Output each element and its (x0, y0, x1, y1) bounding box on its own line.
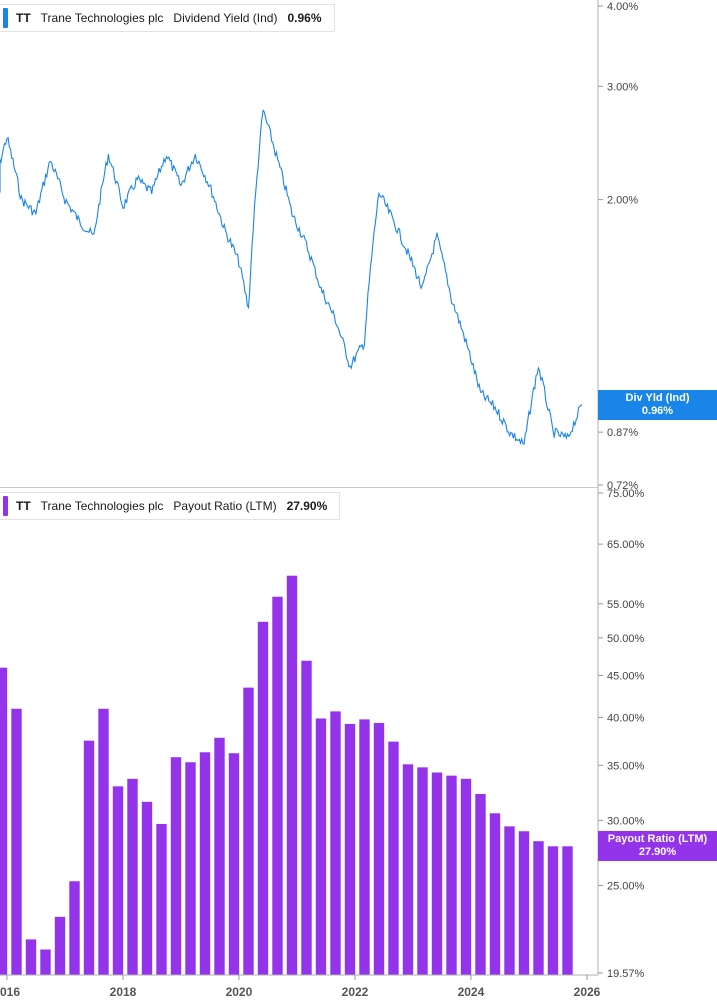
payout-bar (330, 711, 341, 975)
legend-ticker: TT (16, 499, 31, 513)
y-tick-label: 19.57% (607, 968, 645, 980)
payout-bar (0, 667, 8, 975)
payout-bar (315, 718, 327, 975)
dividend-yield-legend: TT Trane Technologies plc Dividend Yield… (0, 4, 335, 32)
payout-bar (127, 778, 138, 975)
y-tick-label: 2.00% (607, 195, 638, 207)
x-tick-label: 2026 (574, 985, 601, 999)
y-tick-label: 30.00% (607, 815, 645, 827)
payout-bar (533, 841, 544, 975)
tag-label: Div Yld (Ind) (625, 391, 690, 404)
y-tick-label: 0.72% (607, 480, 638, 492)
y-tick-label: 55.00% (607, 599, 645, 611)
payout-bar (112, 786, 124, 975)
y-tick-label: 50.00% (607, 633, 645, 645)
payout-ratio-legend: TT Trane Technologies plc Payout Ratio (… (0, 492, 341, 520)
payout-bar (272, 596, 283, 975)
payout-bar (11, 708, 22, 975)
y-tick-label: 35.00% (607, 760, 645, 772)
x-tick-label: 2018 (110, 985, 137, 999)
payout-bar (518, 831, 530, 975)
payout-bar (54, 916, 66, 975)
payout-ratio-bars (0, 575, 573, 975)
y-tick-label: 0.87% (607, 427, 638, 439)
payout-bar (402, 764, 414, 975)
legend-company: Trane Technologies plc (40, 11, 164, 25)
series-swatch (3, 496, 8, 516)
legend-metric: Payout Ratio (LTM) (173, 499, 277, 513)
payout-bar (359, 719, 370, 975)
axes (0, 0, 599, 976)
dividend-yield-value-tag: Div Yld (Ind) 0.96% (598, 389, 717, 420)
legend-metric: Dividend Yield (Ind) (173, 11, 278, 25)
payout-ratio-value-tag: Payout Ratio (LTM) 27.90% (598, 831, 717, 862)
payout-bar (170, 757, 182, 975)
dividend-yield-line (0, 109, 583, 446)
legend-value: 0.96% (287, 11, 322, 25)
y-tick-label: 40.00% (607, 713, 645, 725)
series-swatch (3, 8, 8, 28)
payout-bar (286, 575, 298, 975)
y-axis-ticks: 4.00% 3.00% 2.00% 0.87% 0.72%75.00% 65.00% 55.… (598, 1, 645, 980)
payout-bar (344, 723, 356, 975)
payout-bar (446, 775, 457, 975)
payout-bar (141, 801, 153, 975)
payout-bar (373, 722, 385, 975)
x-tick-label: 2024 (458, 985, 485, 999)
y-tick-label: 4.00% (607, 1, 638, 13)
x-tick-label: 2022 (342, 985, 369, 999)
payout-bar (388, 741, 399, 975)
payout-bar (199, 752, 211, 975)
legend-ticker: TT (16, 11, 31, 25)
x-tick-label: 2020 (226, 985, 253, 999)
payout-bar (214, 737, 225, 975)
payout-bar (156, 823, 167, 975)
payout-bar (228, 753, 240, 975)
payout-bar (98, 708, 109, 975)
payout-bar (69, 881, 80, 975)
y-tick-label: 3.00% (607, 81, 638, 93)
payout-bar (489, 813, 501, 975)
payout-bar (83, 740, 95, 975)
payout-bar (504, 826, 515, 975)
payout-bar (460, 778, 472, 975)
payout-bar (301, 660, 312, 975)
payout-bar (40, 949, 51, 975)
legend-company: Trane Technologies plc (40, 499, 164, 513)
x-tick-label: 016 (0, 985, 20, 999)
payout-bar (417, 767, 428, 975)
y-tick-label: 75.00% (607, 488, 645, 500)
payout-bar (243, 687, 254, 975)
y-tick-label: 25.00% (607, 881, 645, 893)
payout-bar (547, 846, 559, 975)
tag-label: Payout Ratio (LTM) (607, 833, 708, 846)
payout-bar (185, 762, 196, 975)
x-axis-ticks: 016 2018 2020 2022 2024 2026 (0, 975, 601, 999)
y-tick-label: 65.00% (607, 539, 645, 551)
y-tick-label: 45.00% (607, 671, 645, 683)
tag-value: 0.96% (641, 404, 674, 417)
tag-value: 27.90% (638, 846, 677, 859)
payout-bar (475, 793, 486, 975)
payout-bar (25, 939, 37, 975)
payout-bar (431, 772, 443, 975)
payout-bar (562, 846, 573, 975)
payout-bar (257, 621, 269, 975)
legend-value: 27.90% (286, 499, 328, 513)
